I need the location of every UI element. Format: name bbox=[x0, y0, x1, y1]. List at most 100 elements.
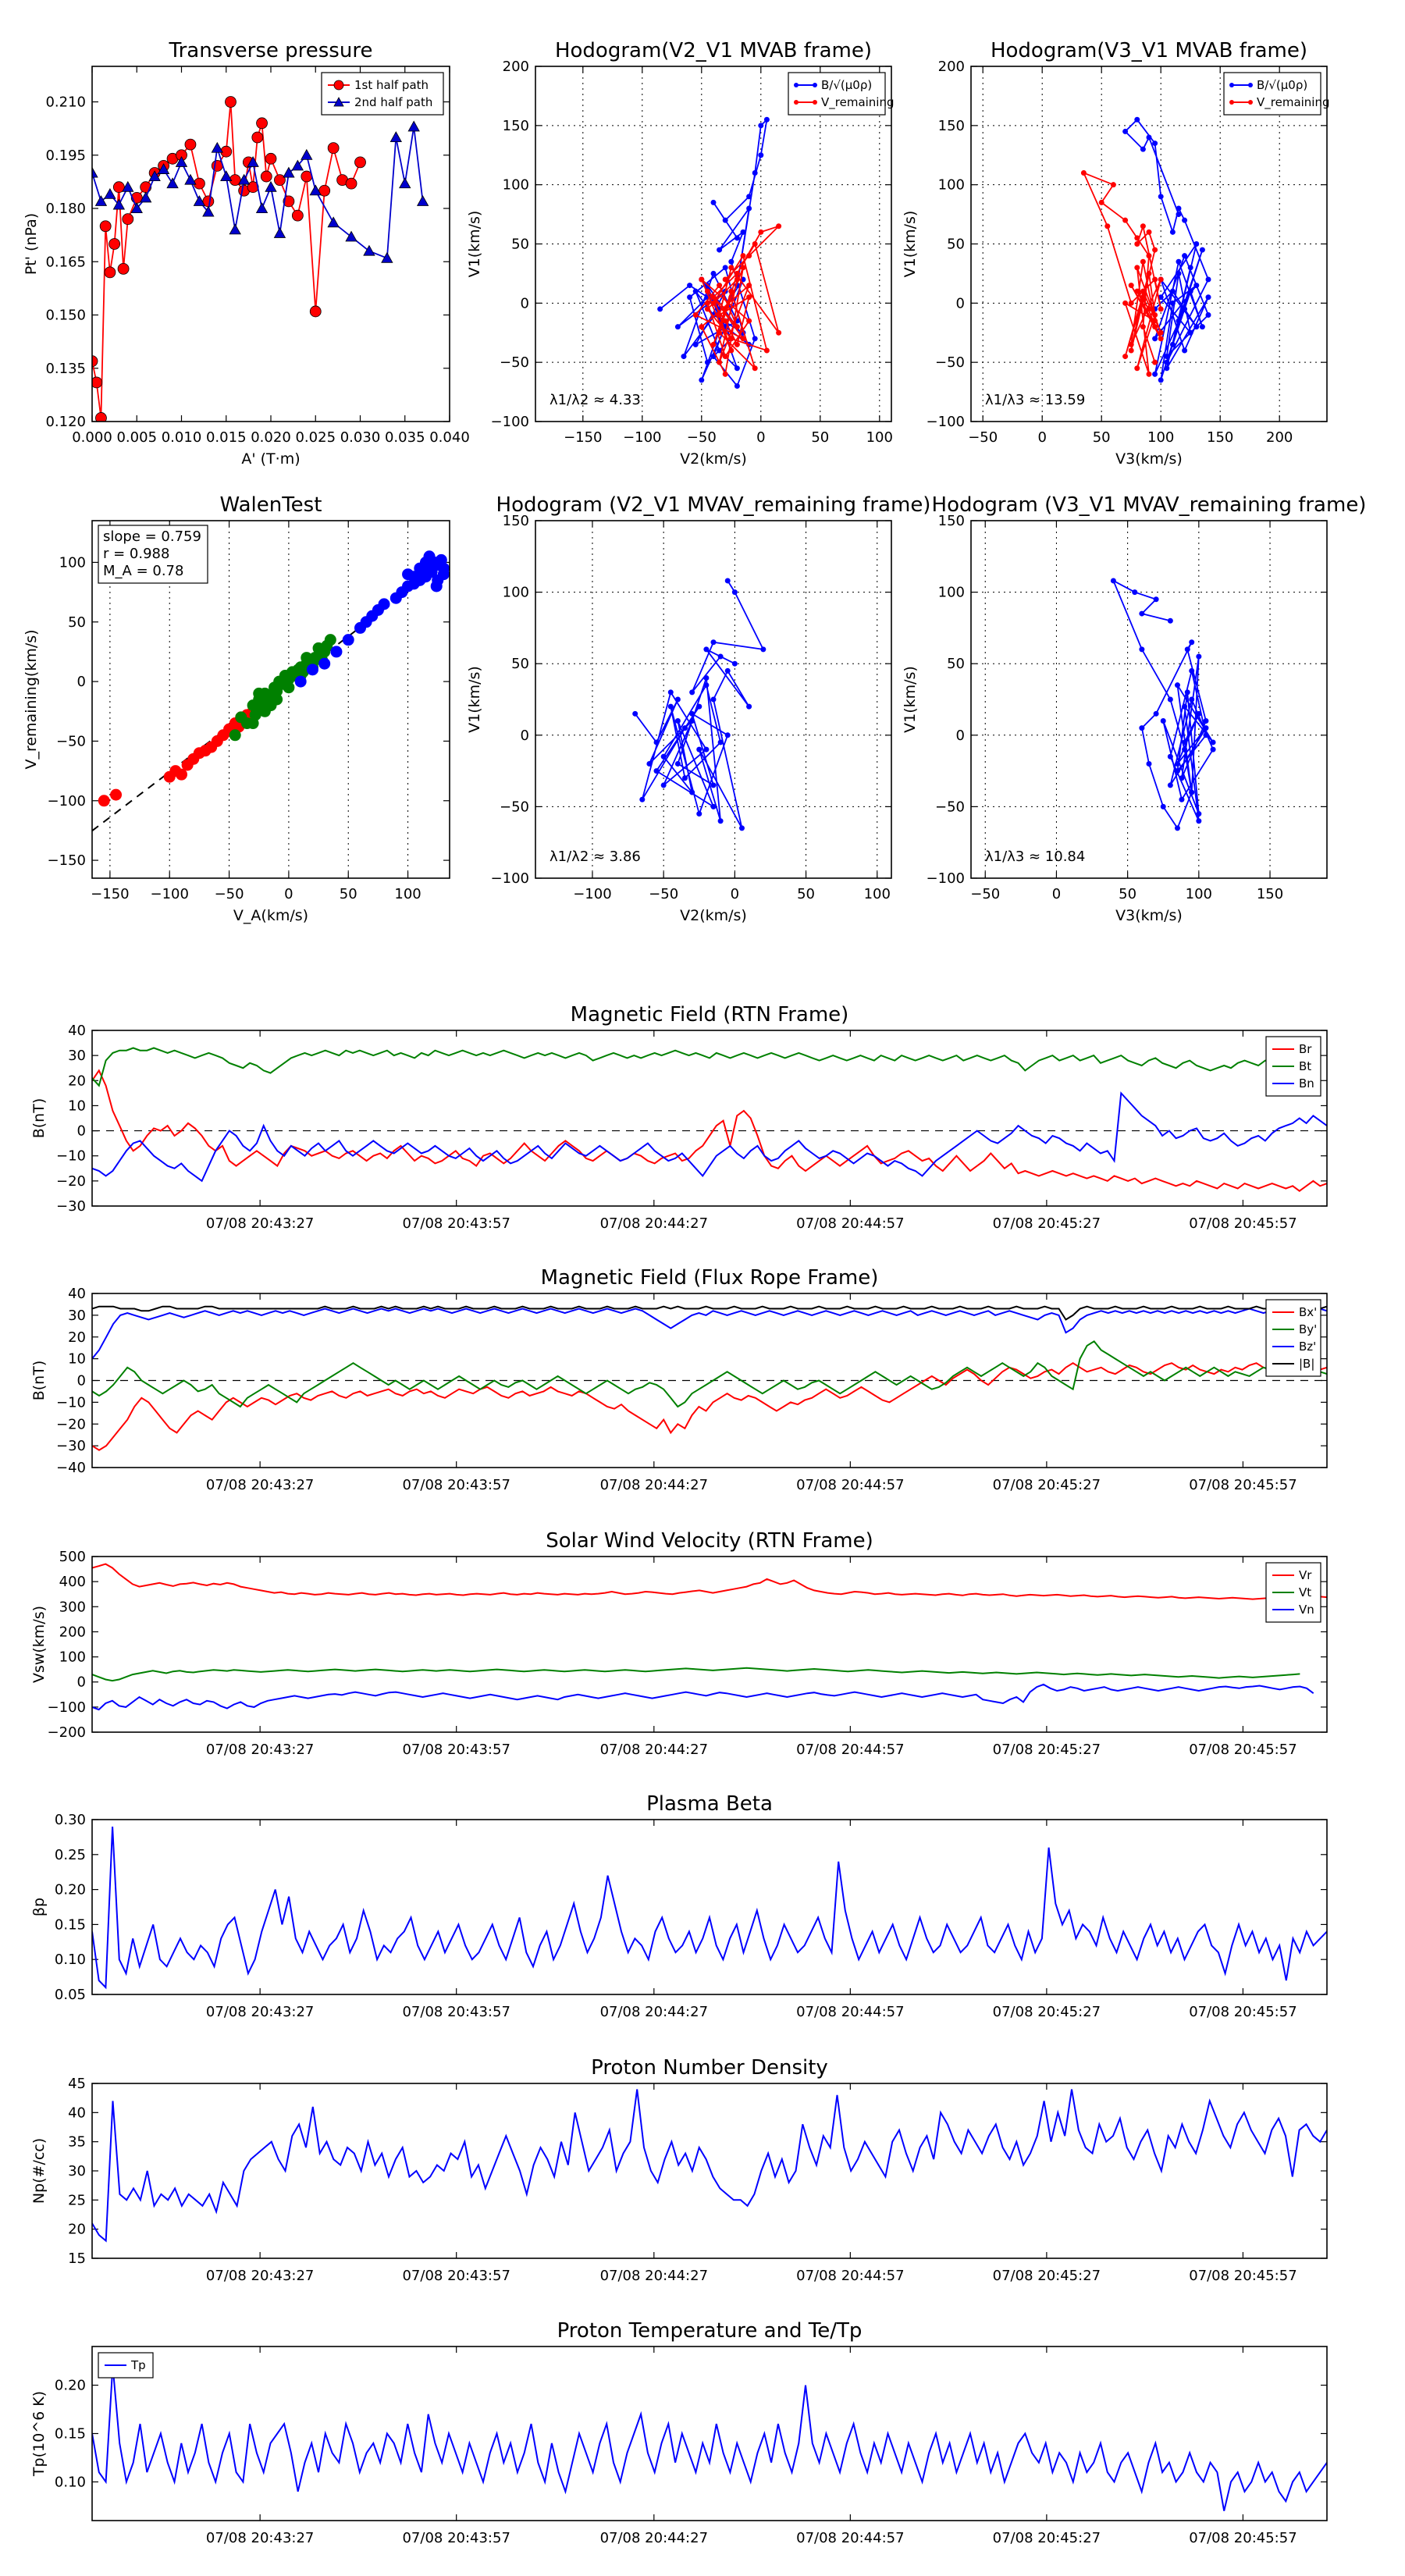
magnetic-field-rtn-panel: Magnetic Field (RTN Frame) 07/08 20:43:27… bbox=[30, 1003, 1328, 1232]
transverse-pressure-point bbox=[220, 170, 233, 182]
hodogram-v3v1-mvav-point bbox=[1132, 589, 1138, 596]
transverse-pressure-title: Transverse pressure bbox=[169, 39, 373, 62]
hodogram-v3v1-mvab-point bbox=[1152, 336, 1158, 342]
transverse-pressure-point bbox=[291, 159, 304, 171]
hodogram-v2v1-mvav-point bbox=[689, 717, 695, 724]
transverse-pressure-point bbox=[92, 166, 98, 178]
magnetic-field-flux-rope-series-3-line bbox=[92, 1305, 1327, 1321]
hodogram-v3v1-mvab-point bbox=[1134, 365, 1140, 372]
proton-number-density-data bbox=[92, 2089, 1327, 2243]
magnetic-field-flux-rope-xtick-label: 07/08 20:44:27 bbox=[600, 1477, 708, 1493]
hodogram-v3v1-mvav-point bbox=[1153, 596, 1159, 603]
walen-test-ytick-label: −50 bbox=[56, 733, 86, 749]
transverse-pressure-point bbox=[112, 181, 125, 194]
proton-number-density-xtick-label: 07/08 20:45:57 bbox=[1189, 2268, 1297, 2284]
hodogram-v2v1-mvab-point bbox=[758, 229, 764, 235]
hodogram-v2v1-mvab-point bbox=[728, 347, 735, 354]
walen-test-point bbox=[430, 580, 443, 592]
transverse-pressure-point bbox=[229, 223, 241, 235]
hodogram-v2v1-mvab-point bbox=[722, 371, 728, 377]
walen-test-point bbox=[402, 568, 414, 581]
proton-number-density-xtick-label: 07/08 20:43:27 bbox=[206, 2268, 314, 2284]
transverse-pressure-point bbox=[122, 213, 134, 226]
hodogram-v2v1-mvab-point bbox=[722, 318, 728, 324]
magnetic-field-rtn-series-1-line bbox=[92, 1047, 1321, 1087]
solar-wind-velocity-legend-label: Vn bbox=[1299, 1603, 1314, 1617]
transverse-pressure-point bbox=[265, 152, 277, 165]
magnetic-field-rtn-data bbox=[92, 1047, 1327, 1192]
magnetic-field-rtn-xtick-label: 07/08 20:45:57 bbox=[1189, 1215, 1297, 1232]
walen-test-info-line: r = 0.988 bbox=[103, 546, 169, 562]
hodogram-v2v1-mvab-xtick-label: 100 bbox=[866, 429, 893, 446]
hodogram-v2v1-mvab-xlabel: V2(km/s) bbox=[680, 450, 747, 468]
hodogram-v2v1-mvav-point bbox=[653, 768, 660, 774]
hodogram-v2v1-mvab-ytick-label: 0 bbox=[521, 295, 529, 311]
hodogram-v2v1-mvab-point bbox=[763, 116, 770, 123]
hodogram-v2v1-mvab-ytick-label: −50 bbox=[500, 354, 529, 371]
hodogram-v3v1-mvav-point bbox=[1174, 760, 1180, 767]
hodogram-v3v1-mvav-point bbox=[1160, 803, 1166, 809]
hodogram-v2v1-mvav-point bbox=[746, 703, 752, 710]
hodogram-v3v1-mvab-point bbox=[1152, 324, 1158, 330]
transverse-pressure-xtick-label: 0.040 bbox=[429, 429, 470, 446]
hodogram-v2v1-mvab-point bbox=[734, 270, 740, 276]
hodogram-v2v1-mvab-point bbox=[728, 336, 735, 342]
hodogram-v3v1-mvav-data bbox=[1110, 578, 1216, 831]
solar-wind-velocity-panel: Solar Wind Velocity (RTN Frame) 07/08 20:… bbox=[30, 1529, 1328, 1758]
hodogram-v2v1-mvab-legend-label: B/√(μ0ρ) bbox=[821, 78, 872, 92]
hodogram-v2v1-mvav-point bbox=[667, 703, 674, 710]
magnetic-field-flux-rope-legend-label: Bz' bbox=[1299, 1340, 1316, 1354]
transverse-pressure-ytick-label: 0.210 bbox=[45, 94, 86, 111]
hodogram-v2v1-mvab-point bbox=[699, 324, 705, 330]
solar-wind-velocity-xtick-label: 07/08 20:44:57 bbox=[796, 1742, 904, 1758]
magnetic-field-rtn-frame bbox=[91, 1030, 1328, 1207]
hodogram-v3v1-mvab-point bbox=[1187, 288, 1193, 294]
hodogram-v2v1-mvab-legend-marker bbox=[813, 100, 817, 105]
magnetic-field-rtn-ytick-label: 30 bbox=[68, 1048, 86, 1064]
hodogram-v2v1-mvab-point bbox=[717, 329, 723, 336]
hodogram-v3v1-mvab-point bbox=[1152, 247, 1158, 253]
hodogram-v3v1-mvav-point bbox=[1196, 710, 1202, 717]
hodogram-v2v1-mvav-point bbox=[653, 739, 660, 745]
hodogram-v3v1-mvab-data bbox=[1080, 116, 1211, 383]
hodogram-v2v1-mvab-legend-box bbox=[788, 72, 886, 116]
magnetic-field-flux-rope-frame bbox=[91, 1293, 1328, 1468]
transverse-pressure-point bbox=[283, 166, 295, 178]
hodogram-v2v1-mvab-point bbox=[699, 276, 705, 283]
proton-number-density-xtick-label: 07/08 20:43:57 bbox=[402, 2268, 510, 2284]
plasma-beta-panel: Plasma Beta 07/08 20:43:27 07/08 20:43:57 0… bbox=[30, 1792, 1328, 2020]
plasma-beta-frame bbox=[91, 1819, 1328, 1995]
magnetic-field-rtn-legend-label: Bt bbox=[1299, 1059, 1311, 1073]
hodogram-v2v1-mvab-point bbox=[746, 294, 752, 301]
hodogram-v3v1-mvav-xtick-label: 0 bbox=[1052, 886, 1061, 902]
transverse-pressure-point bbox=[255, 202, 269, 214]
hodogram-v3v1-mvab-point bbox=[1158, 306, 1164, 312]
transverse-pressure-ytick-label: 0.150 bbox=[45, 308, 86, 324]
hodogram-v3v1-mvav-point bbox=[1167, 782, 1173, 788]
hodogram-v3v1-mvab-xtick-label: 100 bbox=[1147, 429, 1174, 446]
hodogram-v2v1-mvab-point bbox=[740, 229, 746, 235]
hodogram-v2v1-mvab-xtick-label: −150 bbox=[564, 429, 602, 446]
magnetic-field-rtn-xtick-label: 07/08 20:44:27 bbox=[600, 1215, 708, 1232]
transverse-pressure-point bbox=[237, 173, 251, 185]
hodogram-v3v1-mvab-point bbox=[1205, 276, 1211, 283]
magnetic-field-flux-rope-panel: Magnetic Field (Flux Rope Frame) 07/08 20… bbox=[30, 1266, 1328, 1493]
hodogram-v2v1-mvab-point bbox=[722, 276, 728, 283]
proton-temperature-panel: Proton Temperature and Te/Tp 07/08 20:43:… bbox=[30, 2319, 1328, 2546]
hodogram-v2v1-mvab-point bbox=[746, 318, 752, 324]
transverse-pressure-legend-marker bbox=[333, 97, 344, 107]
hodogram-v3v1-mvab-xtick-label: −50 bbox=[968, 429, 998, 446]
plasma-beta-data bbox=[92, 1826, 1327, 1990]
hodogram-v2v1-mvab-point bbox=[728, 288, 735, 294]
transverse-pressure-xtick-label: 0.035 bbox=[385, 429, 425, 446]
transverse-pressure-ytick-label: 0.135 bbox=[45, 361, 86, 377]
hodogram-v3v1-mvab-point bbox=[1182, 217, 1188, 223]
transverse-pressure-point bbox=[309, 184, 322, 196]
hodogram-v3v1-mvav-point bbox=[1189, 667, 1195, 674]
transverse-pressure-series-1-line bbox=[92, 126, 424, 259]
magnetic-field-flux-rope-series-0-line bbox=[92, 1362, 1327, 1451]
hodogram-v2v1-mvab-series-0-line bbox=[660, 117, 768, 388]
hodogram-v3v1-mvab-point bbox=[1182, 253, 1188, 259]
magnetic-field-rtn-legend-label: Bn bbox=[1299, 1076, 1314, 1091]
hodogram-v2v1-mvav-ytick-label: 100 bbox=[503, 585, 529, 601]
